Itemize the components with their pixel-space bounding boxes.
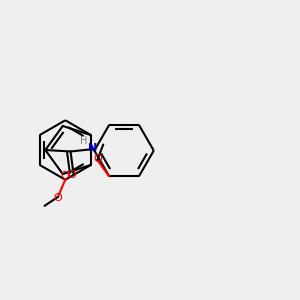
Text: N: N [88, 143, 98, 153]
Text: O: O [68, 170, 76, 180]
Text: O: O [93, 154, 102, 164]
Text: O: O [60, 170, 69, 181]
Text: O: O [53, 193, 62, 203]
Text: H: H [80, 136, 88, 146]
